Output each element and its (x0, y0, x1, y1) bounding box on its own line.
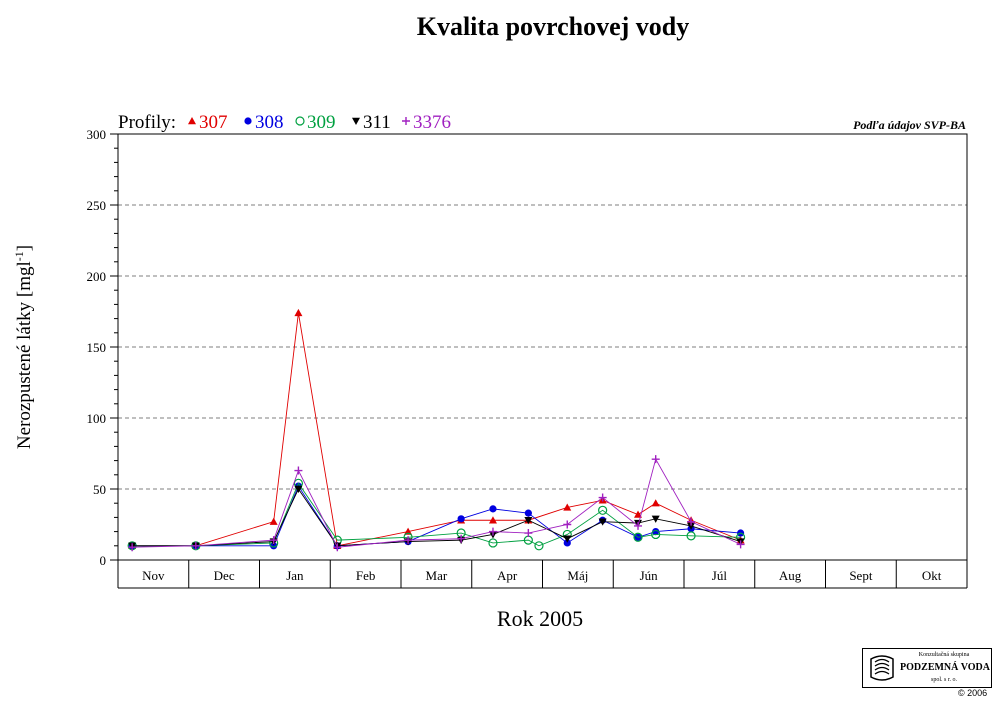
x-tick-label: Mar (426, 568, 448, 583)
series-3376 (128, 455, 745, 552)
data-point-3376 (598, 493, 607, 502)
y-tick-label: 300 (87, 127, 107, 142)
data-point-3376 (488, 527, 497, 536)
legend-label-308: 308 (255, 112, 284, 133)
source-note: Podľa údajov SVP-BA (853, 118, 966, 132)
data-point-308 (652, 528, 660, 536)
data-point-311 (563, 535, 572, 543)
data-point-311 (687, 522, 696, 530)
y-tick-label: 0 (100, 553, 107, 568)
legend-label-311: 311 (363, 112, 391, 133)
data-point-3376 (651, 455, 660, 464)
x-tick-label: Okt (922, 568, 942, 583)
x-tick-label: Apr (497, 568, 518, 583)
series-line-307 (132, 312, 741, 547)
data-point-309 (534, 541, 544, 551)
data-point-308 (457, 515, 465, 523)
data-point-309 (488, 538, 498, 548)
data-point-311 (651, 515, 660, 523)
x-axis-label: Rok 2005 (497, 606, 583, 631)
y-tick-label: 250 (87, 198, 107, 213)
x-tick-label: Nov (142, 568, 165, 583)
data-point-309 (598, 505, 608, 515)
data-point-307 (294, 308, 303, 317)
data-point-3376 (634, 521, 643, 530)
data-point-3376 (333, 543, 342, 552)
y-tick-label: 50 (93, 482, 106, 497)
data-point-309 (633, 532, 643, 542)
data-point-307 (634, 510, 643, 518)
y-axis-label-sup: -1 (12, 251, 26, 261)
data-point-307 (488, 516, 497, 524)
y-axis-label: Nerozpustené látky [mgl-1] (12, 245, 35, 449)
data-point-3376 (404, 536, 413, 545)
data-point-311 (294, 485, 303, 493)
data-point-309 (686, 531, 696, 541)
series-layer (127, 308, 746, 552)
logo-suffix: spol. s r. o. (930, 677, 957, 683)
data-point-308 (270, 542, 278, 550)
y-tick-label: 200 (87, 269, 107, 284)
grid-lines (118, 204, 967, 490)
chart-title: Kvalita povrchovej vody (417, 12, 690, 41)
data-point-308 (563, 539, 571, 547)
legend-marker-3376 (402, 117, 410, 125)
data-point-308 (524, 509, 532, 517)
series-311 (128, 485, 745, 550)
data-point-309 (651, 529, 661, 540)
x-tick-label: Dec (214, 568, 235, 583)
wave-logo-icon (870, 655, 894, 681)
data-point-307 (404, 527, 413, 535)
legend-label-309: 309 (307, 112, 336, 133)
legend-label-3376: 3376 (413, 112, 451, 133)
x-tick-label: Feb (356, 568, 376, 583)
plot-area-frame (117, 133, 968, 561)
legend-marker-311 (352, 117, 360, 125)
y-axis-label-end: ] (14, 245, 35, 251)
series-line-309 (132, 482, 741, 547)
x-tick-label: Jún (640, 568, 659, 583)
legend-marker-309 (295, 116, 305, 126)
data-point-308 (489, 505, 497, 513)
x-tick-label: Jan (286, 568, 304, 583)
y-axis-label-main: Nerozpustené látky [mgl (14, 261, 35, 449)
logo-subtitle: Konzultačná skupina (918, 652, 970, 658)
data-point-307 (269, 517, 278, 525)
legend-prefix: Profily: (118, 112, 176, 133)
legend: Profily: 307 308 309 311 3376 (118, 112, 451, 133)
data-point-3376 (269, 536, 278, 545)
y-tick-label: 150 (87, 340, 107, 355)
x-tick-label: Máj (567, 568, 588, 583)
series-307 (128, 308, 745, 549)
data-point-311 (524, 517, 533, 525)
copyright-text: © 2006 (958, 688, 988, 698)
legend-label-307: 307 (199, 112, 228, 133)
data-point-3376 (128, 543, 137, 552)
data-point-3376 (294, 466, 303, 475)
y-tick-label: 100 (87, 411, 107, 426)
x-tick-label: Júl (712, 568, 728, 583)
axes: 0 50 100 150 200 250 300 Nov Dec Jan Feb Mar Apr Máj J… (87, 127, 968, 589)
data-point-3376 (524, 529, 533, 538)
data-point-3376 (457, 534, 466, 543)
company-logo: Konzultačná skupina PODZEMNÁ VODA spol. … (862, 648, 992, 688)
data-point-3376 (563, 520, 572, 529)
data-point-307 (563, 503, 572, 511)
data-point-307 (651, 499, 660, 507)
legend-marker-308 (244, 117, 252, 125)
data-point-311 (598, 518, 607, 526)
x-tick-label: Aug (779, 568, 802, 583)
x-tick-label: Sept (849, 568, 873, 583)
data-point-3376 (687, 517, 696, 526)
data-point-3376 (191, 541, 200, 550)
data-point-3376 (736, 540, 745, 549)
logo-name: PODZEMNÁ VODA (900, 662, 990, 673)
legend-marker-307 (188, 117, 196, 125)
